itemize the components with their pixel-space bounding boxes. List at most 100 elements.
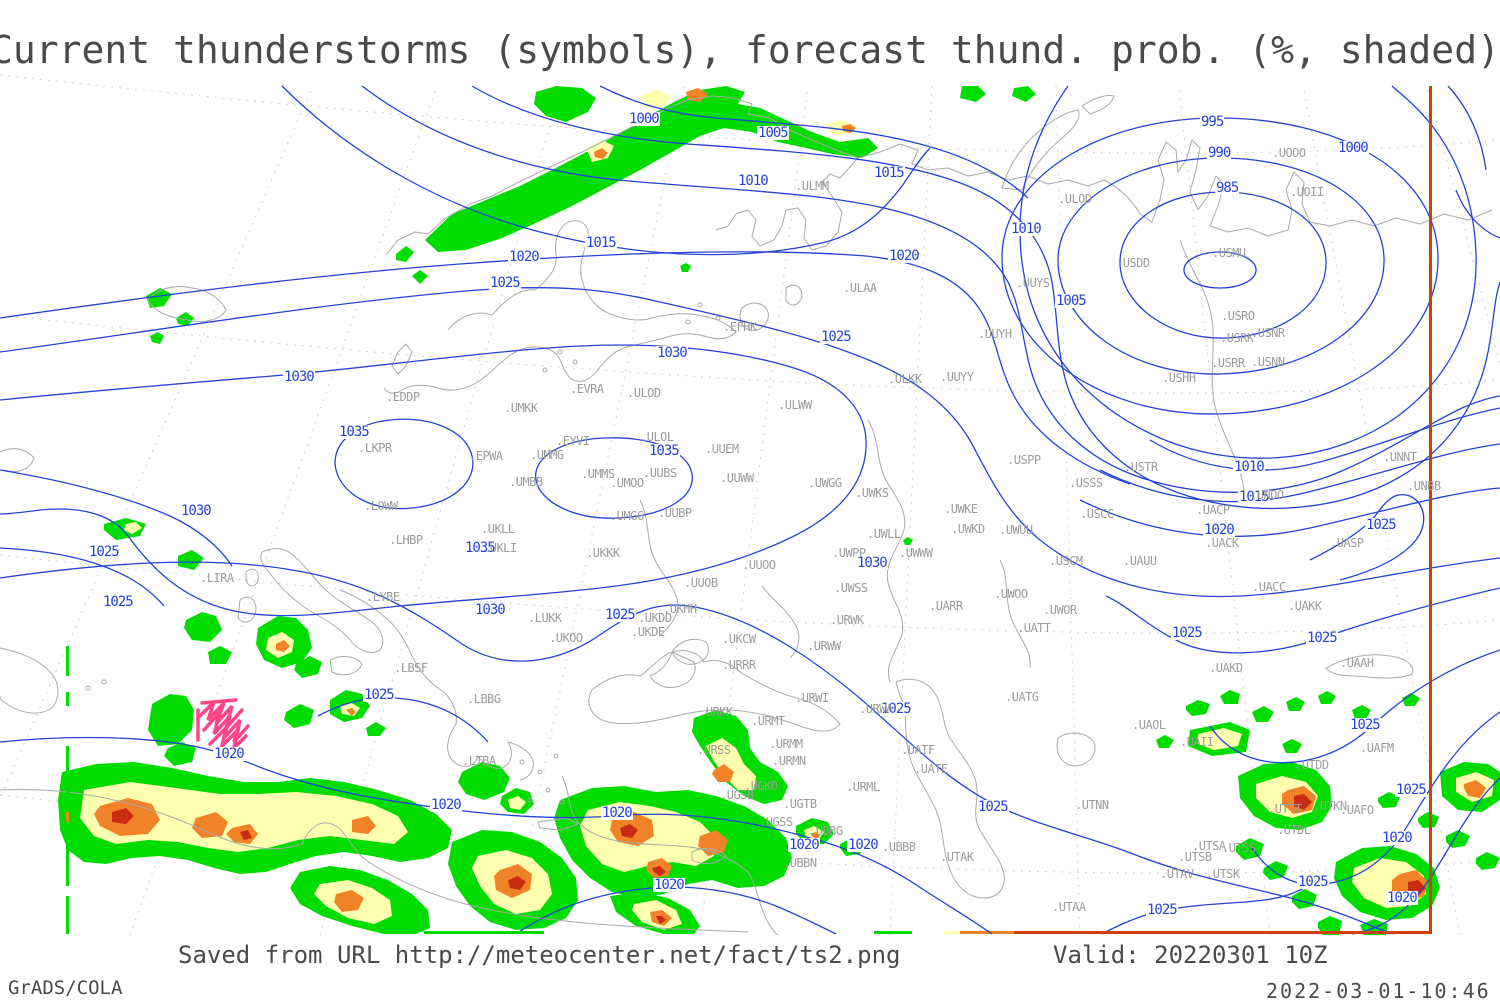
station-label: .UTSB bbox=[1178, 850, 1212, 864]
station-label: .UTKN bbox=[1313, 799, 1347, 813]
contour-label: 990 bbox=[1207, 145, 1231, 161]
station-label: .UNNT bbox=[1383, 450, 1417, 464]
contour-label: 1020 bbox=[430, 797, 462, 813]
station-label: .ULMM bbox=[795, 179, 829, 193]
station-label: .UBBG bbox=[809, 824, 843, 838]
domain-border bbox=[1014, 86, 1432, 934]
station-label: .UUOB bbox=[684, 576, 718, 590]
page-title: Current thunderstorms (symbols), forecas… bbox=[0, 28, 1500, 72]
station-label: .UWKE bbox=[944, 502, 978, 516]
station-label: .EFHK bbox=[723, 320, 757, 334]
station-label: .USNN bbox=[1251, 355, 1285, 369]
station-label: .UTSS bbox=[1222, 841, 1256, 855]
station-label: .UGKO bbox=[744, 779, 778, 793]
station-label: .UTSA bbox=[1192, 839, 1226, 853]
contour-label: 1020 bbox=[1203, 522, 1235, 538]
contour-label: 1020 bbox=[1381, 830, 1413, 846]
station-label: .URSS bbox=[697, 743, 731, 757]
engine-credit: GrADS/COLA bbox=[8, 977, 123, 999]
station-label: .EVRA bbox=[570, 382, 604, 396]
station-label: .UUBS bbox=[643, 466, 677, 480]
station-label: .UASP bbox=[1330, 536, 1364, 550]
contour-label: 1010 bbox=[1010, 221, 1042, 237]
station-label: .UGTB bbox=[783, 797, 817, 811]
saved-from-url: Saved from URL http://meteocenter.net/fa… bbox=[178, 941, 901, 969]
contour-label: 1005 bbox=[1055, 293, 1087, 309]
contour-label: 985 bbox=[1215, 180, 1239, 196]
station-label: .UGSS bbox=[759, 815, 793, 829]
station-label: .USMU bbox=[1212, 246, 1246, 260]
station-label: .UWOR bbox=[1043, 603, 1077, 617]
station-label: .UWGG bbox=[808, 476, 842, 490]
contour-label: 1020 bbox=[1386, 890, 1418, 906]
station-label: .UUOO bbox=[742, 558, 776, 572]
station-label: .UKLL bbox=[481, 522, 515, 536]
station-label: .LHBP bbox=[389, 533, 423, 547]
station-label: .UKKK bbox=[586, 546, 620, 560]
contour-label: 1030 bbox=[180, 503, 212, 519]
station-label: .UTDL bbox=[1277, 823, 1311, 837]
station-label: .UMKK bbox=[504, 401, 538, 415]
station-label: .UMOO bbox=[610, 476, 644, 490]
station-label: .UAFO bbox=[1340, 803, 1374, 817]
station-label: .UKDD bbox=[638, 611, 672, 625]
station-label: .UUYH bbox=[978, 327, 1012, 341]
station-label: .UUWW bbox=[720, 471, 754, 485]
contour-label: 1020 bbox=[508, 249, 540, 265]
station-label: .UAII bbox=[1180, 735, 1214, 749]
station-label: .LOWW bbox=[364, 499, 398, 513]
station-label: .URMM bbox=[769, 737, 803, 751]
station-label: .LTBA bbox=[462, 754, 496, 768]
station-label: .USRO bbox=[1221, 309, 1255, 323]
station-label: .UACP bbox=[1196, 503, 1230, 517]
station-label: .URKK bbox=[699, 705, 733, 719]
contour-label: 1030 bbox=[856, 555, 888, 571]
contour-label: 1005 bbox=[757, 125, 789, 141]
contour-label: 1025 bbox=[820, 329, 852, 345]
contour-label: 1025 bbox=[1349, 717, 1381, 733]
station-label: .URRR bbox=[722, 658, 756, 672]
contour-label: 1000 bbox=[628, 111, 660, 127]
contour-label: 1025 bbox=[1395, 782, 1427, 798]
station-label: .UTTT bbox=[1268, 802, 1302, 816]
station-label: .UTDD bbox=[1295, 758, 1329, 772]
station-label: .USTR bbox=[1124, 460, 1158, 474]
station-label: .UOII bbox=[1290, 185, 1324, 199]
contour-label: 1025 bbox=[1306, 630, 1338, 646]
station-label: .URMN bbox=[772, 754, 806, 768]
station-label: .UWOO bbox=[994, 587, 1028, 601]
station-label: .UWKS bbox=[855, 486, 889, 500]
station-label: .UWPP bbox=[832, 546, 866, 560]
station-label: .UATF bbox=[901, 743, 935, 757]
station-label: .UATT bbox=[1017, 621, 1051, 635]
station-label: .UTAK bbox=[940, 850, 974, 864]
station-label: .USCC bbox=[1080, 507, 1114, 521]
station-label: .UBBB bbox=[882, 840, 916, 854]
station-label: .UKCW bbox=[722, 632, 756, 646]
station-label: .UAAH bbox=[1340, 656, 1374, 670]
contour-label: 1025 bbox=[977, 799, 1009, 815]
station-label: .UGSB bbox=[720, 788, 754, 802]
domain-border-shaded-segments bbox=[66, 646, 912, 934]
valid-time: Valid: 20220301 10Z bbox=[1053, 941, 1328, 969]
contour-label: 1020 bbox=[213, 746, 245, 762]
station-label: .UWSS bbox=[834, 581, 868, 595]
contour-label: 1020 bbox=[788, 837, 820, 853]
station-label: .ULOL bbox=[640, 430, 674, 444]
contour-label: 1010 bbox=[1233, 459, 1265, 475]
station-label: .UWWW bbox=[899, 546, 933, 560]
station-label: .UKDE bbox=[631, 625, 665, 639]
contour-label: 1010 bbox=[737, 173, 769, 189]
station-label: .ULWW bbox=[778, 398, 812, 412]
station-label: .ULAA bbox=[843, 281, 877, 295]
contour-label: 1025 bbox=[1171, 625, 1203, 641]
station-label: .UOOO bbox=[1272, 146, 1306, 160]
station-label: .URWA bbox=[859, 702, 893, 716]
station-label: .UKLI bbox=[483, 541, 517, 555]
station-label: .URMT bbox=[751, 714, 785, 728]
station-label: .UNBB bbox=[1407, 479, 1441, 493]
contour-label: 1025 bbox=[880, 701, 912, 717]
station-label: .UARR bbox=[929, 599, 963, 613]
contour-label: 1025 bbox=[102, 594, 134, 610]
station-label: .UTNN bbox=[1075, 798, 1109, 812]
